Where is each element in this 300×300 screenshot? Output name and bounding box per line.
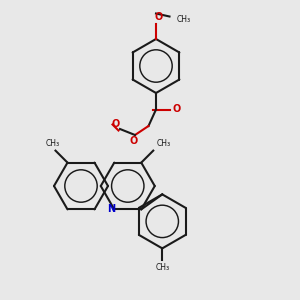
Text: N: N [107,204,115,214]
Text: CH₃: CH₃ [176,15,190,24]
Text: CH₃: CH₃ [155,263,169,272]
Text: O: O [172,103,181,114]
Text: O: O [155,13,163,22]
Text: CH₃: CH₃ [45,139,60,148]
Text: O: O [111,119,120,130]
Text: O: O [129,136,138,146]
Text: CH₃: CH₃ [156,139,170,148]
